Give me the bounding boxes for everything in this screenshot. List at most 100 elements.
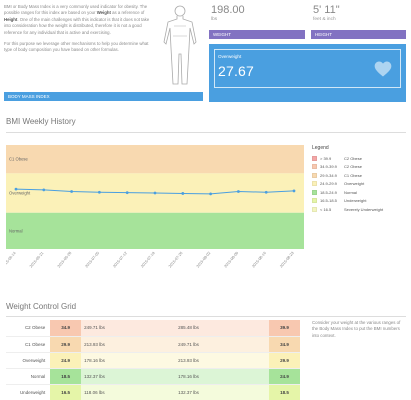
x-tick-label: 2015-08-02 <box>196 251 212 268</box>
intro-text-a: BMI or Body Mass Index is a very commonl… <box>4 4 148 16</box>
weight-control-grid: C2 Obese 34.9 249.71 lbs 285.48 lbs 39.9 C1 O… <box>6 320 300 400</box>
grid-weight-low: 178.16 lbs <box>81 352 176 368</box>
bmi-status-label: Overweight <box>218 54 242 59</box>
legend-range: > 39.9 <box>320 155 332 161</box>
legend-item: < 16.5 Severely Underweight <box>312 205 406 214</box>
grid-bmi-low: 16.5 <box>50 384 82 400</box>
legend-category: C2 Obese <box>344 164 363 170</box>
legend-title: Legend <box>312 145 329 151</box>
legend-item: 16.5-18.5 Underweight <box>312 197 406 206</box>
grid-weight-low: 118.06 lbs <box>81 384 176 400</box>
chart-legend: Legend > 39.9 C2 Obese 34.9-39.9 C2 Obese 29… <box>312 145 406 214</box>
legend-swatch <box>312 155 317 161</box>
grid-row: Overweight 24.9 178.16 lbs 213.93 lbs 29.9 <box>6 352 300 368</box>
divider <box>6 316 406 317</box>
legend-range: 16.5-18.5 <box>320 198 337 204</box>
legend-range: 18.5-24.9 <box>320 189 337 195</box>
bmi-data-point[interactable] <box>42 188 46 192</box>
height-metric: 5' 11" feet & inch HEIGHT <box>311 4 406 39</box>
height-value[interactable]: 5' 11" <box>313 4 340 16</box>
legend-category: Overweight <box>344 181 365 187</box>
height-tag: HEIGHT <box>311 30 406 39</box>
legend-range: 29.9-34.9 <box>320 172 337 178</box>
grid-bmi-low: 18.5 <box>50 368 82 384</box>
grid-category: Overweight <box>6 352 51 368</box>
x-tick-label: 2015-06-14 <box>6 251 17 268</box>
grid-row: Underweight 16.5 118.06 lbs 132.37 lbs 18.5 <box>6 384 300 400</box>
grid-weight-low: 213.93 lbs <box>81 336 176 352</box>
weight-unit: lbs <box>211 17 218 22</box>
weight-metric: 198.00 lbs WEIGHT <box>209 4 305 39</box>
bmi-history-chart: C1 Obese Overweight Normal 2015-06-14 2015-0… <box>6 145 304 269</box>
intro-weight-word: Weight <box>96 10 111 16</box>
x-tick-label: 2015-07-19 <box>140 251 156 268</box>
legend-item: 18.5-24.9 Normal <box>312 188 406 197</box>
legend-swatch <box>312 198 317 204</box>
legend-range: 24.9-29.9 <box>320 181 337 187</box>
legend-item: 29.9-34.9 C1 Obese <box>312 171 406 180</box>
chart-band <box>6 145 304 174</box>
legend-category: Underweight <box>344 198 367 204</box>
intro-text-c: . One of the main challenges with this i… <box>4 16 150 35</box>
grid-bmi-high: 24.9 <box>269 368 300 384</box>
body-outline-icon <box>163 5 197 85</box>
bmi-status-card: Overweight 27.67 <box>209 44 406 102</box>
legend-item: > 39.9 C2 Obese <box>312 154 406 163</box>
legend-item: 24.9-29.9 Overweight <box>312 180 406 189</box>
legend-item: 34.9-39.9 C2 Obese <box>312 163 406 172</box>
bmi-data-point[interactable] <box>181 192 185 195</box>
grid-bmi-high: 29.9 <box>269 352 300 368</box>
x-tick-label: 2015-08-16 <box>251 251 267 268</box>
grid-category: Normal <box>6 368 51 384</box>
intro-paragraph-2: For this purpose we leverage other mecha… <box>4 41 149 53</box>
bmi-data-point[interactable] <box>264 190 268 194</box>
bmi-data-point[interactable] <box>125 191 129 195</box>
grid-weight-low: 249.71 lbs <box>81 320 176 336</box>
intro-text-b: as a reference of <box>110 10 145 16</box>
legend-swatch <box>312 164 317 170</box>
x-tick-label: 2015-07-12 <box>112 251 128 268</box>
grid-category: C1 Obese <box>6 336 51 352</box>
bmi-data-point[interactable] <box>209 192 213 196</box>
intro-height-word: Height <box>4 16 18 22</box>
bmi-data-point[interactable] <box>98 190 101 194</box>
x-tick-label: 2015-06-28 <box>57 251 73 268</box>
weight-grid-title: Weight Control Grid <box>6 302 77 311</box>
grid-weight-high: 249.71 lbs <box>175 336 270 352</box>
bmi-data-point[interactable] <box>292 189 296 193</box>
x-tick-label: 2015-08-09 <box>224 251 240 268</box>
heart-icon <box>374 61 392 77</box>
chart-band-label: Normal <box>9 228 23 233</box>
grid-row: C2 Obese 34.9 249.71 lbs 285.48 lbs 39.9 <box>6 320 300 336</box>
divider <box>6 132 406 133</box>
intro-paragraph-1: BMI or Body Mass Index is a very commonl… <box>4 4 154 36</box>
grid-weight-high: 285.48 lbs <box>175 320 270 336</box>
legend-category: Normal <box>344 189 357 195</box>
grid-weight-high: 213.93 lbs <box>175 352 270 368</box>
legend-category: C2 Obese <box>344 155 363 161</box>
bmi-data-point[interactable] <box>14 187 18 191</box>
body-mass-index-tag: BODY MASS INDEX <box>4 92 203 101</box>
grid-row: Normal 18.5 132.37 lbs 178.16 lbs 24.9 <box>6 368 300 384</box>
grid-bmi-low: 24.9 <box>50 352 82 368</box>
weight-value[interactable]: 198.00 <box>211 4 245 16</box>
x-tick-label: 2015-08-23 <box>279 251 295 268</box>
bmi-history-title: BMI Weekly History <box>6 117 76 126</box>
grid-weight-high: 178.16 lbs <box>175 368 270 384</box>
legend-range: < 16.5 <box>320 206 332 212</box>
legend-swatch <box>312 181 317 187</box>
grid-bmi-high: 39.9 <box>269 320 300 336</box>
x-tick-label: 2015-07-26 <box>168 251 184 268</box>
legend-category: Severely Underweight <box>344 206 384 212</box>
grid-bmi-high: 34.9 <box>269 336 300 352</box>
bmi-data-point[interactable] <box>153 191 157 195</box>
bmi-status-frame: Overweight 27.67 <box>214 49 401 88</box>
weight-grid-note: Consider your weight at the various rang… <box>312 320 401 338</box>
bmi-data-point[interactable] <box>70 190 73 193</box>
chart-band-label: C1 Obese <box>9 157 29 162</box>
x-tick-label: 2015-06-21 <box>29 251 45 268</box>
bmi-data-point[interactable] <box>237 190 240 193</box>
legend-swatch <box>312 206 317 212</box>
grid-bmi-high: 18.5 <box>269 384 300 400</box>
weight-tag: WEIGHT <box>209 30 305 39</box>
